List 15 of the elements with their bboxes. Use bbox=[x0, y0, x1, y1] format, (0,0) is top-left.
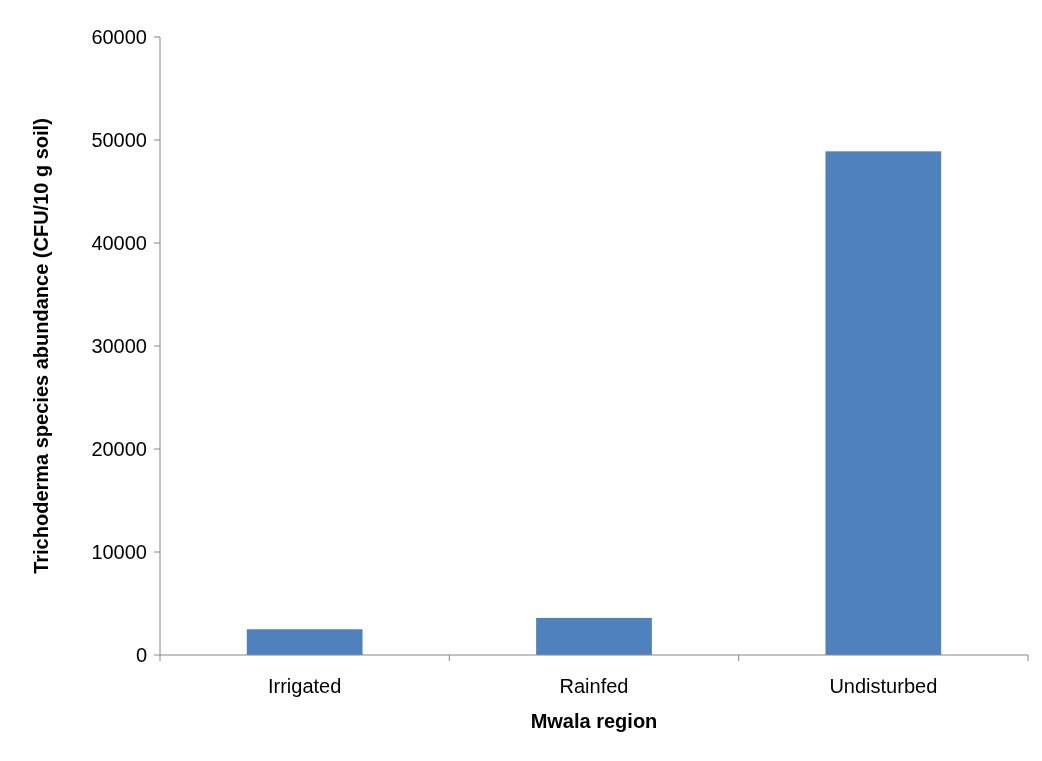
x-tick-label: Irrigated bbox=[267, 675, 342, 697]
x-tick-label: Undisturbed bbox=[829, 675, 938, 697]
y-tick-label: 30000 bbox=[91, 335, 147, 357]
x-axis-title: Mwala region bbox=[530, 710, 658, 732]
x-tick-label: Rainfed bbox=[559, 675, 629, 697]
y-tick-label: 40000 bbox=[91, 232, 147, 254]
bar bbox=[825, 151, 942, 655]
y-tick-label: 20000 bbox=[91, 438, 147, 460]
y-tick-label: 10000 bbox=[91, 541, 147, 563]
y-axis-title: Trichoderma species abundance (CFU/10 g soil) bbox=[30, 118, 52, 574]
y-tick-label: 50000 bbox=[91, 129, 147, 151]
y-tick-label: 60000 bbox=[91, 26, 147, 48]
y-tick-label: 0 bbox=[135, 644, 147, 666]
bar bbox=[246, 629, 363, 655]
bar bbox=[536, 617, 652, 655]
